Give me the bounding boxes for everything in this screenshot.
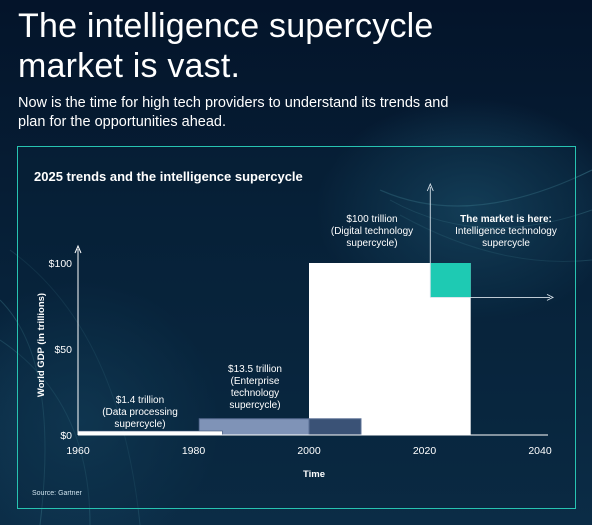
bars-group [77, 263, 471, 436]
x-tick-label: 2040 [528, 445, 552, 457]
y-axis-arrowhead [74, 244, 82, 254]
y-tick-label: $0 [60, 430, 72, 442]
source-note: Source: Gartner [32, 490, 82, 497]
axes-group [74, 182, 555, 436]
y-tick-label: $100 [49, 258, 73, 270]
page-title: The intelligence supercycle market is va… [18, 7, 434, 85]
chart-title: 2025 trends and the intelligence supercy… [34, 169, 303, 184]
bar-enterprise-overlap [308, 418, 362, 436]
chart-frame [17, 146, 576, 509]
label-digital-technology: $100 trillion (Digital technology supercyc… [331, 214, 413, 249]
label-data-processing: $1.4 trillion (Data processing supercycle) [102, 395, 178, 430]
y-axis-label: World GDP (in trillions) [36, 293, 47, 397]
x-tick-label: 2020 [413, 445, 437, 457]
x-tick-label: 1980 [182, 445, 206, 457]
bar-intelligence-highlight [430, 263, 471, 298]
x-tick-label: 2000 [297, 445, 321, 457]
x-axis-label: Time [303, 469, 325, 480]
label-intelligence-highlight: The market is here: Intelligence technolo… [455, 214, 557, 249]
highlight-vertical-arrowhead [426, 182, 434, 192]
page-subtitle: Now is the time for high tech providers … [18, 95, 449, 130]
highlight-horizontal-arrowhead [546, 293, 555, 301]
y-tick-label: $50 [54, 344, 72, 356]
bar-data-processing [77, 430, 223, 436]
label-enterprise-technology: $13.5 trillion (Enterprise technology super… [228, 364, 282, 411]
labels-group: 1960 1980 2000 2020 2040 $0 $50 $100 Time World G… [36, 214, 557, 480]
x-tick-label: 1960 [66, 445, 90, 457]
